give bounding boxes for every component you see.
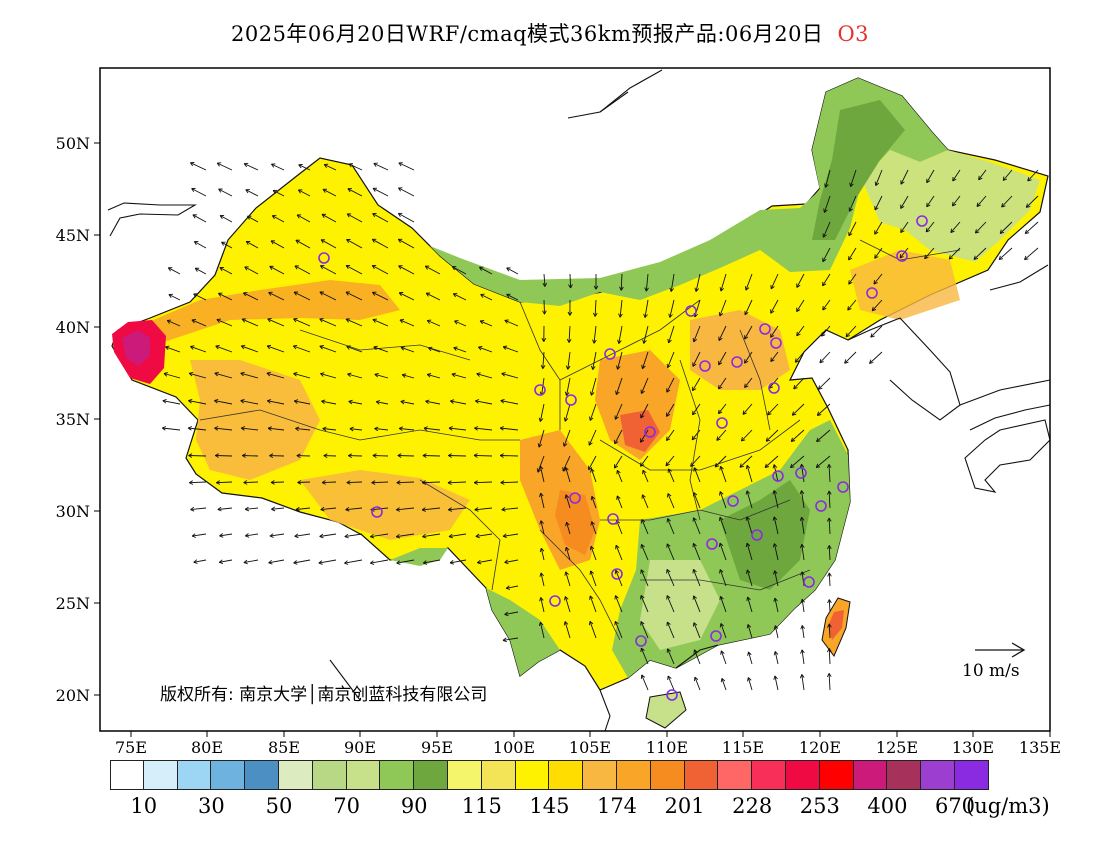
lon-label-90: 90E — [344, 738, 376, 757]
lon-label-135: 135E — [1019, 738, 1061, 757]
ne-light-green-zone — [862, 150, 1040, 262]
legend-swatch — [143, 760, 178, 790]
legend-swatch — [752, 760, 786, 790]
lon-label-130: 130E — [952, 738, 994, 757]
legend-swatch — [245, 760, 279, 790]
wind-vectors — [161, 162, 1039, 691]
neighbor-coastlines — [107, 69, 1050, 731]
province-borders — [199, 239, 961, 641]
legend-swatch — [617, 760, 651, 790]
lon-label-95: 95E — [421, 738, 453, 757]
legend-swatch — [448, 760, 482, 790]
ne-green-zone — [430, 78, 948, 306]
legend-swatch — [853, 760, 888, 790]
lon-label-100: 100E — [493, 738, 535, 757]
china-ozone-field — [107, 69, 1050, 731]
southwest-green-zone — [486, 588, 560, 676]
south-dark-green-zone — [720, 480, 810, 590]
legend-label: 201 — [664, 794, 705, 818]
legend-label: 174 — [596, 794, 638, 818]
legend-label: 70 — [333, 794, 360, 818]
legend-swatch — [887, 760, 922, 790]
lon-label-85: 85E — [268, 738, 300, 757]
legend-label: 30 — [198, 794, 225, 818]
legend-swatch — [549, 760, 584, 790]
lat-label-50: 50N — [56, 134, 90, 153]
sichuan-hot — [555, 490, 595, 555]
lon-label-125: 125E — [876, 738, 918, 757]
lat-label-45: 45N — [56, 226, 90, 245]
tibet-orange — [300, 470, 470, 540]
map-title: 2025年06月20日WRF/cmaq模式36km预报产品:06月20日 O3 — [0, 18, 1100, 48]
legend-swatch — [650, 760, 685, 790]
lat-label-30: 30N — [56, 502, 90, 521]
legend-label: 670 — [934, 794, 976, 818]
wind-scale-label: 10 m/s — [962, 661, 1020, 681]
west-hotspot-core — [122, 330, 150, 366]
legend-swatch — [819, 760, 854, 790]
legend-label: 115 — [461, 794, 502, 818]
taiwan-hot — [828, 610, 844, 640]
map-frame — [99, 67, 1051, 732]
title-main: 2025年06月20日WRF/cmaq模式36km预报产品:06月20日 — [230, 22, 824, 46]
legend-swatch — [481, 760, 516, 790]
lat-ticks — [94, 142, 100, 696]
legend-swatch — [921, 760, 955, 790]
legend-swatch — [718, 760, 753, 790]
legend-label: 50 — [265, 794, 293, 818]
legend-swatch — [786, 760, 820, 790]
lat-label-40: 40N — [56, 318, 90, 337]
station-markers — [318, 215, 928, 701]
legend-swatch — [955, 760, 989, 790]
xinjiang-orange — [130, 280, 400, 350]
legend-swatch — [346, 760, 381, 790]
lon-ticks — [130, 731, 1051, 737]
legend-swatch — [380, 760, 415, 790]
legend-unit: (ug/m3) — [966, 794, 1050, 818]
south-light-green-zone — [640, 560, 720, 650]
legend-swatch — [583, 760, 617, 790]
copyright-text: 版权所有: 南京大学│南京创蓝科技有限公司 — [160, 685, 488, 705]
tarim-orange — [190, 360, 320, 480]
legend-label: 400 — [867, 794, 908, 818]
ne-plain-orange — [850, 250, 960, 320]
hainan-island — [645, 691, 687, 729]
legend-swatch — [110, 760, 144, 790]
legend-swatch — [515, 760, 550, 790]
legend-label: 10 — [130, 794, 158, 818]
lat-label-20: 20N — [56, 686, 90, 705]
legend-swatch — [684, 760, 719, 790]
legend-label: 145 — [529, 794, 570, 818]
central-hot — [620, 410, 660, 452]
lon-label-120: 120E — [799, 738, 841, 757]
lat-label-35: 35N — [56, 410, 90, 429]
legend-swatch — [414, 760, 448, 790]
lon-label-105: 105E — [569, 738, 611, 757]
legend-swatch — [279, 760, 313, 790]
wind-scale-arrow — [975, 642, 1026, 658]
legend-label: 253 — [799, 794, 840, 818]
legend-swatch — [177, 760, 212, 790]
lon-label-110: 110E — [646, 738, 688, 757]
legend-label: 90 — [400, 794, 428, 818]
species-label: O3 — [837, 22, 870, 46]
lat-label-25: 25N — [56, 594, 90, 613]
legend-swatch — [211, 760, 246, 790]
lon-label-80: 80E — [191, 738, 223, 757]
lon-label-75: 75E — [115, 738, 147, 757]
legend-swatch — [312, 760, 347, 790]
lon-label-115: 115E — [722, 738, 764, 757]
ne-dark-green-zone — [812, 100, 905, 240]
north-orange — [690, 310, 790, 390]
legend-label: 228 — [732, 794, 773, 818]
